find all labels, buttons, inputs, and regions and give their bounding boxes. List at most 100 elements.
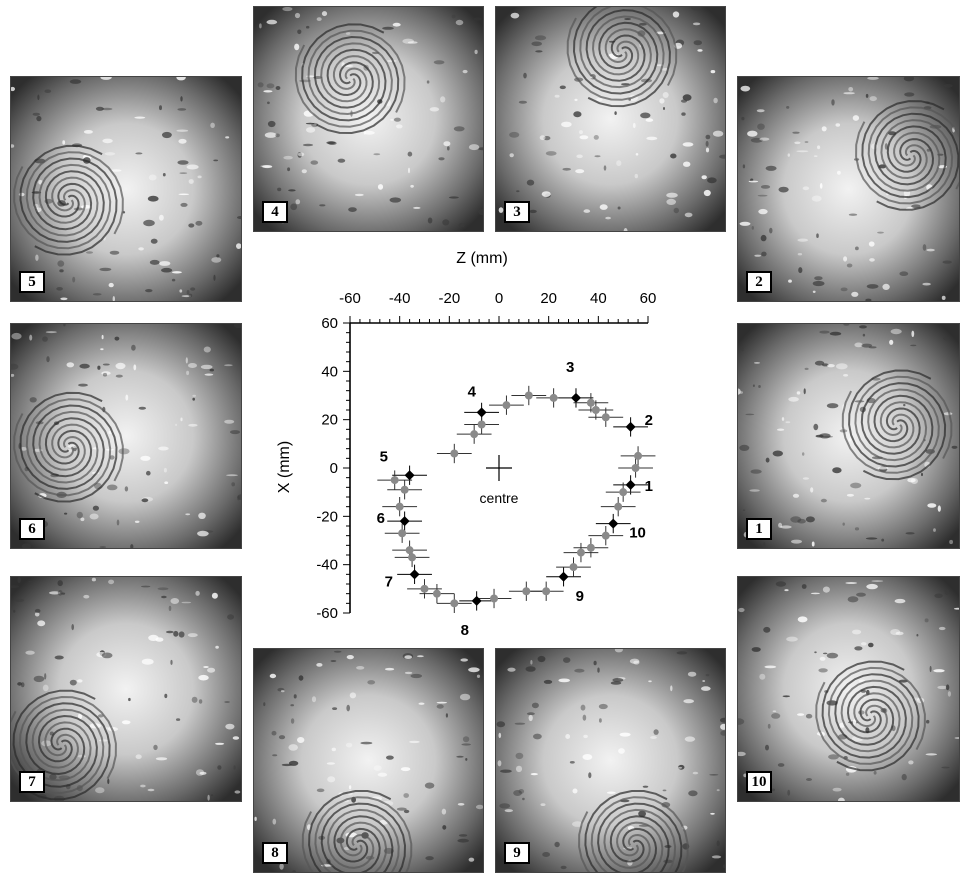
data-point-circle: [569, 563, 578, 572]
data-point-circle: [490, 594, 499, 603]
x-axis-label: Z (mm): [456, 250, 508, 267]
data-point-circle: [470, 430, 479, 439]
data-point-circle: [502, 401, 511, 410]
data-point-circle: [542, 587, 551, 596]
x-tick-label: -20: [438, 290, 460, 307]
panel-number-label: 10: [746, 771, 772, 793]
x-tick-label: 0: [495, 290, 503, 307]
point-label-8: 8: [461, 622, 469, 639]
data-point-circle: [549, 393, 558, 402]
photo-image: [11, 77, 241, 301]
data-point-circle: [634, 451, 643, 460]
photo-panel-4: 4: [253, 6, 484, 232]
data-point-circle: [450, 599, 459, 608]
photo-image: [738, 324, 959, 548]
data-point-circle: [432, 589, 441, 598]
x-tick-label: -60: [339, 290, 361, 307]
tick-labels: -60 -40 -20 0 20 40 60 60 40 20 0 -20 -40 -60: [316, 290, 656, 622]
data-point-circle: [601, 413, 610, 422]
y-tick-label: -40: [316, 557, 338, 574]
vortex-position-chart: Z (mm) X (mm) -60 -40 -20 0 20 40 60 60 40 20 0 -20…: [276, 250, 656, 639]
point-label-7: 7: [385, 573, 393, 590]
photo-panel-9: 9: [495, 648, 726, 873]
data-point-circle: [576, 548, 585, 557]
y-tick-label: 60: [321, 315, 338, 332]
data-point-circle: [395, 502, 404, 511]
point-label-2: 2: [645, 412, 653, 429]
x-tick-label: 20: [540, 290, 557, 307]
photo-panel-7: 7: [10, 576, 242, 802]
panel-number-label: 1: [746, 518, 772, 540]
centre-marker: centre: [480, 455, 519, 506]
point-label-4: 4: [468, 383, 477, 400]
data-point-circle: [631, 464, 640, 472]
photo-panel-1: 1: [737, 323, 960, 549]
panel-number-label: 9: [504, 842, 530, 864]
photo-image: [496, 649, 725, 872]
data-point-circle: [586, 543, 595, 552]
y-tick-label: -60: [316, 605, 338, 622]
data-point-circle: [524, 391, 533, 400]
x-tick-label: -40: [389, 290, 411, 307]
panel-number-label: 5: [19, 271, 45, 293]
photo-image: [254, 7, 483, 231]
data-point-diamond: [625, 421, 636, 432]
point-labels: 1 2 3 4 5 6 7 8 9 10: [377, 359, 653, 639]
panel-number-label: 6: [19, 518, 45, 540]
y-axis-label: X (mm): [276, 441, 293, 493]
centre-label: centre: [480, 490, 519, 506]
data-point-circle: [405, 546, 414, 555]
y-tick-label: 20: [321, 412, 338, 429]
panel-number-label: 8: [262, 842, 288, 864]
data-point-diamond: [608, 518, 619, 529]
chart-axes: [343, 316, 649, 614]
photo-image: [254, 649, 483, 872]
photo-panel-3: 3: [495, 6, 726, 232]
point-label-1: 1: [645, 478, 653, 495]
data-point-circle: [450, 449, 459, 458]
photo-panel-8: 8: [253, 648, 484, 873]
point-label-10: 10: [629, 525, 646, 542]
data-point-diamond: [471, 595, 482, 606]
y-tick-label: 40: [321, 363, 338, 380]
data-point-circle: [591, 406, 600, 414]
data-point-diamond: [476, 407, 487, 418]
data-point-circle: [586, 398, 595, 407]
data-point-diamond: [558, 571, 569, 582]
data-point-circle: [522, 587, 531, 596]
photo-image: [496, 7, 725, 231]
point-label-9: 9: [576, 588, 584, 605]
data-point-circle: [601, 531, 610, 540]
y-tick-label: -20: [316, 508, 338, 525]
data-point-diamond: [570, 392, 581, 403]
photo-panel-5: 5: [10, 76, 242, 302]
data-point-diamond: [409, 569, 420, 580]
data-point-circle: [390, 476, 399, 485]
photo-panel-2: 2: [737, 76, 960, 302]
photo-image: [11, 577, 241, 801]
data-point-circle: [408, 553, 417, 562]
point-label-6: 6: [377, 510, 385, 527]
data-point-circle: [400, 485, 409, 494]
y-tick-label: 0: [330, 460, 338, 477]
panel-number-label: 4: [262, 201, 288, 223]
data-point-circle: [420, 584, 429, 593]
photo-image: [738, 577, 959, 801]
photo-image: [11, 324, 241, 548]
panel-number-label: 2: [746, 271, 772, 293]
data-point-diamond: [399, 516, 410, 527]
data-point-diamond: [625, 479, 636, 490]
photo-panel-6: 6: [10, 323, 242, 549]
data-point-circle: [614, 502, 623, 511]
data-point-circle: [477, 420, 486, 429]
data-point-diamond: [404, 470, 415, 481]
data-points: [390, 391, 643, 608]
data-point-circle: [619, 488, 628, 497]
data-point-circle: [398, 529, 407, 538]
panel-number-label: 3: [504, 201, 530, 223]
point-label-3: 3: [566, 359, 574, 376]
x-tick-label: 40: [590, 290, 607, 307]
panel-number-label: 7: [19, 771, 45, 793]
x-tick-label: 60: [640, 290, 657, 307]
point-label-5: 5: [380, 448, 388, 465]
